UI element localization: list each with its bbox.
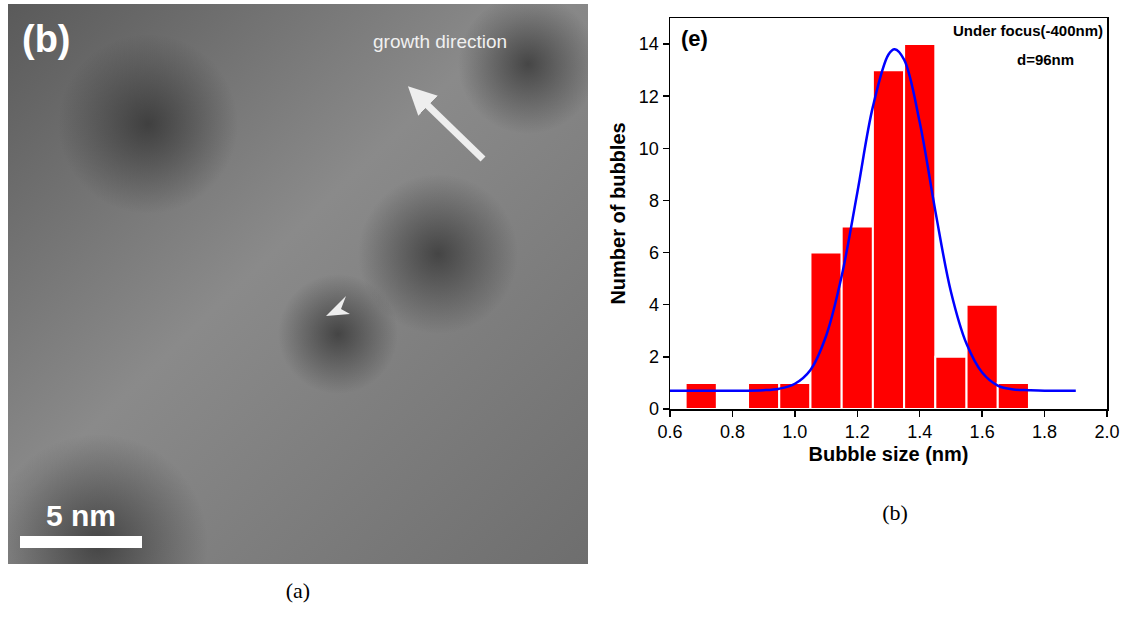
svg-text:1.0: 1.0	[782, 422, 807, 442]
svg-text:1.2: 1.2	[845, 422, 870, 442]
svg-text:growth direction: growth direction	[373, 31, 507, 52]
svg-text:12: 12	[639, 87, 659, 107]
svg-text:2.0: 2.0	[1094, 422, 1119, 442]
svg-text:14: 14	[639, 34, 659, 54]
svg-text:(e): (e)	[681, 26, 708, 51]
svg-text:6: 6	[649, 243, 659, 263]
svg-text:Number of bubbles: Number of bubbles	[607, 122, 629, 304]
svg-text:5 nm: 5 nm	[46, 499, 116, 532]
svg-text:0.8: 0.8	[720, 422, 745, 442]
svg-text:10: 10	[639, 139, 659, 159]
svg-text:Bubble size (nm): Bubble size (nm)	[808, 443, 968, 465]
svg-text:1.6: 1.6	[970, 422, 995, 442]
html-text:(a): (a)	[285, 578, 311, 603]
svg-text:4: 4	[649, 295, 659, 315]
svg-text:0: 0	[649, 399, 659, 419]
svg-text:1.8: 1.8	[1032, 422, 1057, 442]
svg-text:2: 2	[649, 347, 659, 367]
html-text:(b): (b)	[882, 500, 908, 525]
svg-text:1.4: 1.4	[907, 422, 932, 442]
svg-text:0.6: 0.6	[657, 422, 682, 442]
svg-text:d=96nm: d=96nm	[1017, 51, 1074, 68]
svg-text:(b): (b)	[22, 18, 71, 60]
svg-text:8: 8	[649, 191, 659, 211]
svg-text:Under focus(-400nm): Under focus(-400nm)	[953, 22, 1103, 39]
